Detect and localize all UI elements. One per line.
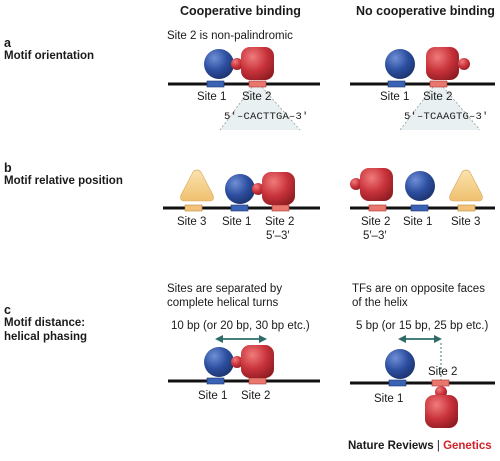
tf-red-square [241, 47, 274, 80]
panel-a-letter: a [4, 36, 11, 50]
tf-red-square [426, 47, 459, 80]
tf-yellow-triangle [181, 170, 214, 201]
site-2-label: Site 2 [428, 366, 457, 379]
site-1-label: Site 1 [197, 91, 226, 104]
footer-journal: Nature Reviews [348, 440, 434, 452]
tf-blue-circle [225, 174, 255, 204]
site-3-label: Site 3 [451, 216, 480, 229]
site-2-box [272, 205, 289, 211]
site-1-box [207, 378, 224, 384]
panel-b-letter: b [4, 161, 12, 175]
site-1-box [207, 81, 224, 87]
panel-c-right-note-line2: of the helix [352, 297, 408, 310]
site-3-box [185, 205, 202, 211]
panel-a-note: Site 2 is non-palindromic [167, 30, 293, 43]
arrowhead-right [434, 335, 442, 343]
site-2-box [249, 378, 266, 384]
site-1-label: Site 1 [222, 216, 251, 229]
footer-separator: | [437, 440, 440, 452]
site-1-label: Site 1 [403, 216, 432, 229]
tf-blue-circle [405, 171, 435, 201]
distance-label: 10 bp (or 20 bp, 30 bp etc.) [171, 320, 310, 333]
panel-c-right [350, 335, 495, 428]
panel-b-title: Motif relative position [4, 175, 123, 188]
direction-label: 5′–3′ [363, 230, 387, 243]
arrowhead-left [215, 335, 223, 343]
site-2-label: Site 2 [423, 91, 452, 104]
site-1-label: Site 1 [380, 91, 409, 104]
site-2-box [432, 380, 449, 386]
sequence-label: 5′–TCAAGTG–3′ [404, 111, 489, 123]
footer-section: Genetics [443, 440, 492, 452]
panel-b-left [163, 170, 320, 211]
tf-red-square [360, 168, 393, 201]
site-3-box [458, 205, 475, 211]
panel-c-left-note-line1: Sites are separated by [167, 283, 282, 296]
site-1-box [388, 81, 405, 87]
site-2-label: Site 2 [361, 216, 390, 229]
panel-b-right [350, 168, 495, 211]
panel-c-letter: c [4, 303, 11, 317]
arrowhead-left [398, 335, 406, 343]
tf-red-knob [458, 58, 470, 70]
panel-c-left-note-line2: complete helical turns [167, 297, 278, 310]
tf-red-square [425, 395, 458, 428]
site-1-box [231, 205, 248, 211]
sequence-label: 5′–CACTTGA–3′ [224, 111, 309, 123]
header-cooperative: Cooperative binding [180, 4, 301, 18]
direction-label: 5′–3′ [266, 230, 290, 243]
site-1-box [389, 380, 406, 386]
site-2-box [249, 81, 266, 87]
tf-red-square [262, 172, 295, 205]
site-2-box [369, 205, 386, 211]
site-1-box [411, 205, 428, 211]
site-2-label: Site 2 [265, 216, 294, 229]
tf-red-square [241, 345, 274, 378]
site-2-label: Site 2 [241, 390, 270, 403]
site-2-box [430, 81, 447, 87]
tf-yellow-triangle [450, 170, 483, 201]
footer-credit: Nature Reviews | Genetics [348, 440, 492, 453]
site-1-label: Site 1 [374, 393, 403, 406]
tf-blue-circle [204, 49, 234, 79]
site-2-label: Site 2 [242, 91, 271, 104]
panel-c-title-line2: helical phasing [4, 331, 87, 344]
tf-blue-circle [204, 347, 234, 377]
tf-blue-circle [385, 49, 415, 79]
site-1-label: Site 1 [198, 390, 227, 403]
panel-c-title-line1: Motif distance: [4, 317, 85, 330]
tf-blue-circle [385, 349, 415, 379]
panel-a-title: Motif orientation [4, 50, 94, 63]
panel-c-left [168, 335, 320, 384]
distance-label: 5 bp (or 15 bp, 25 bp etc.) [356, 320, 488, 333]
arrowhead-right [259, 335, 267, 343]
site-3-label: Site 3 [177, 216, 206, 229]
header-no-cooperative: No cooperative binding [356, 4, 495, 18]
panel-c-right-note-line1: TFs are on opposite faces [352, 283, 485, 296]
